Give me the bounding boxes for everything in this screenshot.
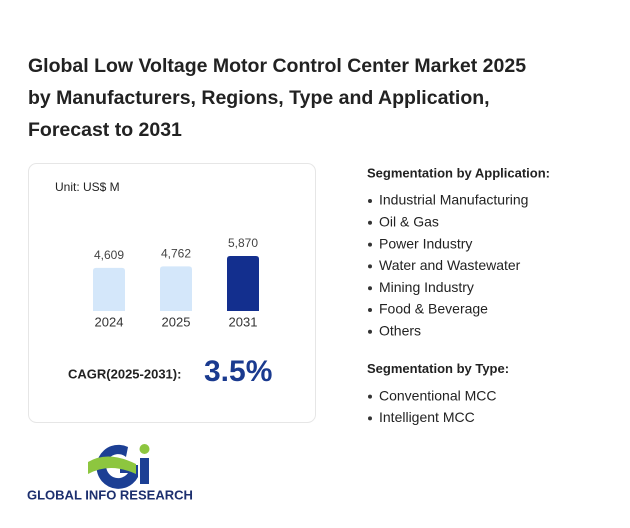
- title-line: by Manufacturers, Regions, Type and Appl…: [28, 87, 490, 109]
- segment-heading: Segmentation by Type:: [367, 361, 509, 376]
- logo-swoosh: [88, 456, 136, 474]
- unit-label: Unit: US$ M: [55, 180, 120, 194]
- logo-dot: [139, 444, 150, 454]
- segment-item: Mining Industry: [379, 279, 474, 295]
- segment-item: Power Industry: [379, 235, 472, 251]
- cagr-value: 3.5%: [204, 355, 272, 388]
- bullet: [368, 264, 372, 269]
- bar: [93, 267, 125, 311]
- value-label: 5,870: [228, 236, 258, 250]
- segment-item: Food & Beverage: [379, 301, 488, 317]
- value-label: 4,609: [94, 248, 124, 262]
- bullet: [368, 199, 372, 203]
- segment-item: Intelligent MCC: [379, 409, 475, 425]
- logo-text: GLOBAL INFO RESEARCH: [27, 487, 193, 502]
- bullet: [368, 394, 372, 399]
- bar: [227, 256, 259, 311]
- title-line: Forecast to 2031: [28, 119, 182, 141]
- segment-heading: Segmentation by Application:: [367, 165, 550, 180]
- bullet: [368, 242, 372, 247]
- logo: GLOBAL INFO RESEARCH: [27, 444, 193, 502]
- cagr-label: CAGR(2025-2031):: [68, 366, 181, 381]
- bullet: [368, 286, 372, 291]
- segment-item: Conventional MCC: [379, 387, 497, 403]
- title-line: Global Low Voltage Motor Control Center …: [28, 55, 526, 77]
- bullet: [368, 329, 372, 334]
- value-label: 4,762: [161, 247, 191, 261]
- x-tick-label: 2031: [229, 314, 258, 329]
- logo-i: [140, 458, 149, 484]
- segment-item: Oil & Gas: [379, 214, 439, 230]
- x-tick-label: 2025: [162, 314, 191, 329]
- segment-item: Water and Wastewater: [379, 257, 521, 273]
- bullet: [368, 416, 372, 421]
- bullet: [368, 220, 372, 225]
- segment-item: Others: [379, 323, 421, 339]
- x-tick-label: 2024: [95, 314, 124, 329]
- segment-item: Industrial Manufacturing: [379, 192, 528, 208]
- bar: [160, 266, 192, 311]
- bullet: [368, 308, 372, 312]
- logo-g: [96, 444, 138, 489]
